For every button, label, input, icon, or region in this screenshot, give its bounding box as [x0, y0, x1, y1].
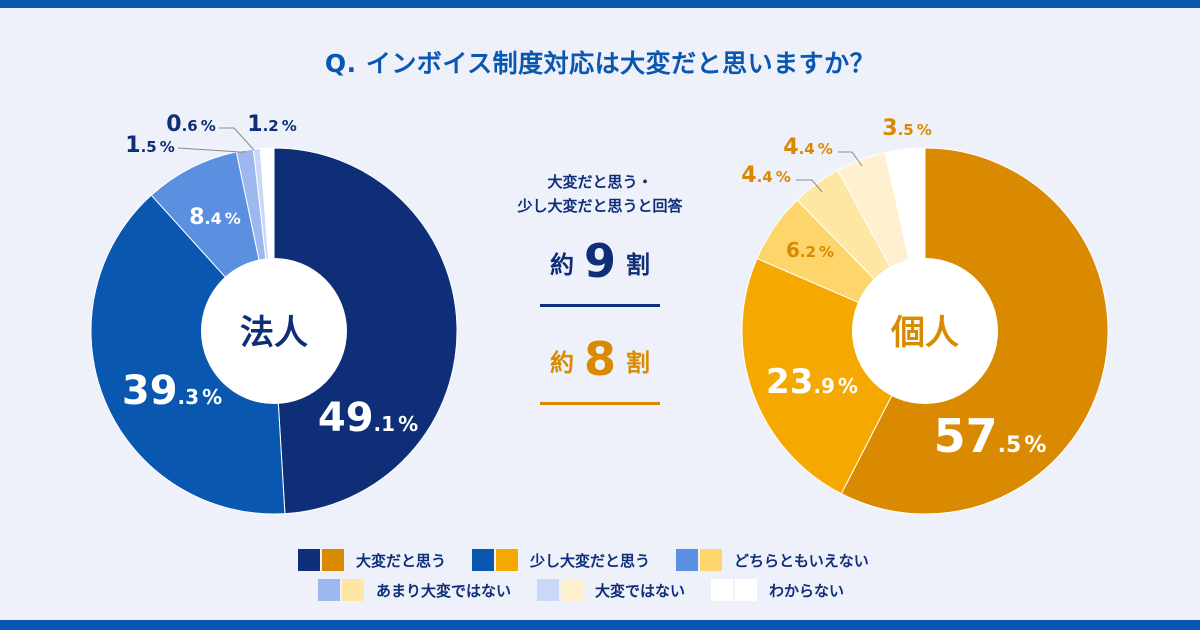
legend-swatch-corp [472, 549, 495, 571]
center-note: 大変だと思う・ 少し大変だと思うと回答 [490, 170, 710, 218]
legend-swatch-indiv [322, 549, 344, 571]
data-label-corp-3: 1.5% [125, 133, 174, 158]
legend-row-2: あまり大変ではない 大変ではない わからない [318, 578, 870, 602]
donut-hole [852, 258, 998, 404]
legend-item: あまり大変ではない [318, 579, 511, 601]
legend-label: 少し大変だと思う [530, 551, 651, 570]
data-label-corp-1: 39.3% [122, 368, 222, 414]
center-note-line2: 少し大変だと思うと回答 [517, 197, 683, 215]
top-accent-bar [0, 0, 1200, 8]
data-label-indiv-5: 3.5% [882, 116, 931, 141]
legend-swatch-indiv [561, 579, 584, 601]
donut-center-label: 個人 [890, 313, 959, 353]
data-label-corp-2: 8.4% [189, 205, 241, 230]
center-note-line1: 大変だと思う・ [547, 173, 653, 191]
legend-swatch-corp [318, 579, 340, 601]
leader-line [177, 147, 246, 153]
legend-swatch-corp [298, 549, 320, 571]
legend-item: 大変だと思う [298, 549, 446, 571]
indiv-ratio-suffix: 割 [626, 349, 650, 377]
legend-item: わからない [711, 579, 844, 601]
legend-item: 少し大変だと思う [472, 549, 650, 571]
donut-slice-corp-0 [273, 147, 458, 515]
legend-swatch-corp [711, 579, 734, 601]
data-label-corp-5: 1.2% [247, 112, 296, 137]
corp-ratio-prefix: 約 [549, 251, 574, 279]
page-title: Q. インボイス制度対応は大変だと思いますか？ [324, 49, 876, 78]
donut-center-label: 法人 [240, 313, 308, 353]
legend-label: どちらともいえない [734, 551, 869, 570]
data-label-indiv-4: 4.4% [783, 135, 832, 160]
data-label-indiv-2: 6.2% [786, 238, 834, 262]
leader-line [838, 151, 863, 167]
legend-swatch-indiv [735, 579, 758, 601]
legend-swatch-corp [676, 549, 699, 571]
data-label-indiv-3: 4.4% [741, 163, 790, 188]
leader-line [796, 179, 823, 193]
legend-row-1: 大変だと思う 少し大変だと思う どちらともいえない [298, 548, 895, 572]
donut-slice-corp-1 [90, 194, 286, 515]
donut-corp: 法人 49.1 % 39.3 % 8.4 % 1.5 %0.6% 1.2% [90, 112, 458, 515]
legend-label: 大変だと思う [356, 551, 447, 570]
legend-label: 大変ではない [595, 581, 686, 600]
data-label-corp-0: 49.1% [318, 395, 418, 441]
legend-swatch-indiv [496, 549, 519, 571]
legend-label: わからない [769, 581, 845, 600]
data-label-indiv-1: 23.9% [766, 362, 858, 402]
corp-ratio-number: 9 [583, 234, 616, 288]
donut-hole [201, 258, 347, 404]
legend-item: どちらともいえない [676, 549, 869, 571]
bottom-accent-bar [0, 620, 1200, 630]
donut-indiv: 個人 57.5 % 23.9 % 6.2 % 4.4 % 4.4 % 3.5% [741, 116, 1109, 515]
leader-line [219, 127, 255, 151]
legend-label: あまり大変ではない [376, 581, 512, 600]
indiv-ratio-prefix: 約 [549, 349, 574, 377]
legend-swatch-indiv [342, 579, 364, 601]
data-label-corp-4: 0.6% [166, 112, 215, 137]
data-label-indiv-0: 57.5% [934, 409, 1047, 463]
legend-swatch-indiv [700, 549, 723, 571]
legend-item: 大変ではない [537, 579, 685, 601]
legend-swatch-corp [537, 579, 560, 601]
indiv-ratio-number: 8 [583, 332, 616, 386]
corp-ratio-suffix: 割 [626, 251, 650, 279]
